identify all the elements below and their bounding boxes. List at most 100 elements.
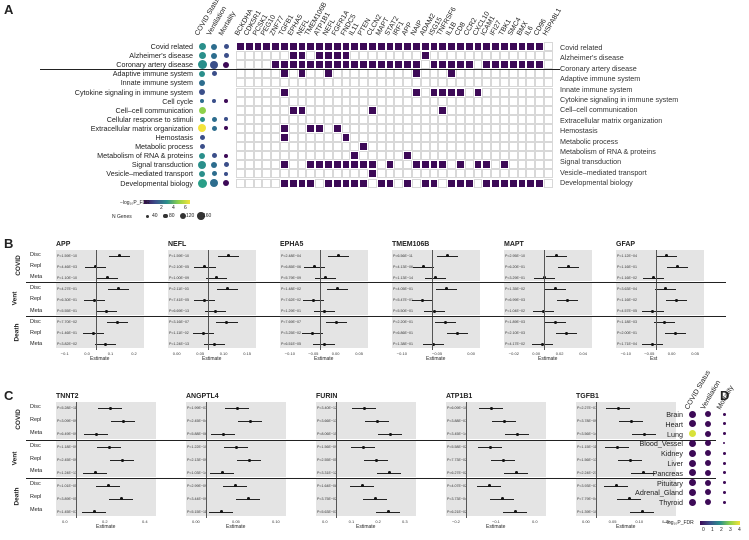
x-axis-title: Estimate — [356, 524, 376, 530]
heatmap-cell — [253, 96, 263, 106]
p-value: P=1.99E−03 — [187, 406, 207, 411]
heatmap-cell — [324, 114, 333, 124]
heatmap-cell — [271, 51, 280, 61]
heatmap-cell — [341, 60, 351, 70]
heatmap-cell — [438, 42, 448, 52]
heatmap-cell — [456, 160, 465, 170]
group-label-b: COVID — [14, 255, 22, 276]
heatmap-cell — [412, 105, 421, 115]
estimate-point — [93, 298, 97, 302]
heatmap-cell — [350, 142, 360, 152]
heatmap-cell — [350, 96, 360, 106]
heatmap-cell — [297, 87, 307, 97]
forest-title: EPHA5 — [280, 241, 304, 248]
heatmap-cell — [473, 87, 483, 97]
zero-line — [431, 250, 433, 350]
estimate-point — [373, 497, 377, 501]
tissue-dot — [722, 500, 726, 504]
score-dot — [210, 179, 219, 187]
x-tick: 0.05 — [608, 519, 617, 524]
heatmap-cell — [315, 87, 324, 97]
heatmap-cell — [306, 142, 316, 152]
x-tick: −0.10 — [620, 351, 631, 356]
estimate-point — [515, 432, 519, 436]
x-tick: 0.2 — [131, 351, 137, 356]
x-tick: 0.1 — [348, 519, 355, 524]
p-value: P=2.48E−04 — [281, 253, 301, 258]
estimate-point — [335, 287, 339, 291]
heatmap-cell — [350, 78, 360, 88]
heatmap-cell — [447, 151, 456, 161]
pathway-label: Metabolism of RNA & proteins — [97, 151, 193, 161]
p-value: P=3.45E−14 — [447, 432, 467, 437]
heatmap-cell — [271, 169, 280, 179]
heatmap-cell — [517, 96, 527, 106]
heatmap-cell — [508, 142, 518, 152]
heatmap-cell — [253, 151, 263, 161]
heatmap-cell — [253, 160, 263, 170]
p-value: P=1.48E−02 — [281, 286, 301, 291]
p-value: P=2.55E−05 — [317, 458, 337, 462]
heatmap-cell — [544, 60, 553, 70]
heatmap-cell — [306, 69, 316, 79]
heatmap-cell — [544, 151, 553, 161]
estimate-point — [455, 331, 459, 335]
pathway-label: Signal transduction — [131, 160, 193, 170]
heatmap-cell — [517, 123, 527, 133]
heatmap-cell — [297, 151, 307, 161]
estimate-point — [650, 342, 654, 346]
p-value: P=1.13E−14 — [393, 275, 413, 280]
heatmap-cell — [508, 151, 518, 161]
heatmap-cell — [288, 169, 298, 179]
heatmap-cell — [429, 69, 439, 79]
heatmap-cell — [394, 60, 404, 70]
x-tick: 0.10 — [635, 519, 644, 524]
forest-title: ANGPTL4 — [186, 393, 219, 400]
heatmap-cell — [438, 142, 448, 152]
subrow-label-c: Meta — [30, 468, 43, 475]
score-dot — [198, 106, 206, 114]
x-tick: 0.00 — [667, 351, 676, 356]
estimate-point — [386, 510, 390, 514]
heatmap-cell — [412, 114, 421, 124]
heatmap-cell — [280, 142, 289, 152]
group-band — [392, 316, 480, 348]
x-tick: 0.00 — [532, 351, 541, 356]
heatmap-cell — [412, 178, 421, 188]
heatmap-cell — [271, 142, 280, 152]
zero-line — [319, 250, 321, 350]
score-dot — [224, 153, 229, 158]
heatmap-cell — [420, 69, 430, 79]
tissue-dot — [722, 412, 726, 416]
group-band — [168, 316, 256, 348]
p-value: P=6.09E−10 — [447, 406, 467, 411]
pathway-label: Vesicle–mediated transport — [106, 169, 193, 179]
heatmap-cell — [500, 178, 509, 188]
x-axis-title: Estimate — [486, 524, 506, 530]
heatmap-cell — [350, 123, 360, 133]
heatmap-cell — [350, 160, 360, 170]
estimate-point — [221, 432, 225, 436]
heatmap-cell — [403, 133, 412, 143]
heatmap-cell — [332, 178, 342, 188]
heatmap-cell — [464, 160, 474, 170]
estimate-point — [444, 320, 448, 324]
subrow-label-c: Repl — [30, 416, 42, 423]
heatmap-cell — [403, 151, 412, 161]
heatmap-cell — [535, 60, 544, 70]
heatmap-cell — [306, 42, 316, 52]
heatmap-cell — [253, 60, 263, 70]
tissue-label: Heart — [665, 419, 683, 429]
heatmap-cell — [315, 123, 324, 133]
heatmap-cell — [535, 42, 544, 52]
forest-title: TNNT2 — [56, 393, 79, 400]
tissue-dot — [705, 479, 711, 486]
heatmap-cell — [535, 178, 544, 188]
heatmap-cell — [535, 114, 544, 124]
heatmap-cell — [368, 105, 377, 115]
size-legend-dot — [163, 213, 168, 219]
heatmap-cell — [376, 169, 386, 179]
tissue-label: Pituitary — [657, 478, 683, 488]
estimate-point — [108, 406, 112, 410]
estimate-point — [247, 458, 251, 462]
